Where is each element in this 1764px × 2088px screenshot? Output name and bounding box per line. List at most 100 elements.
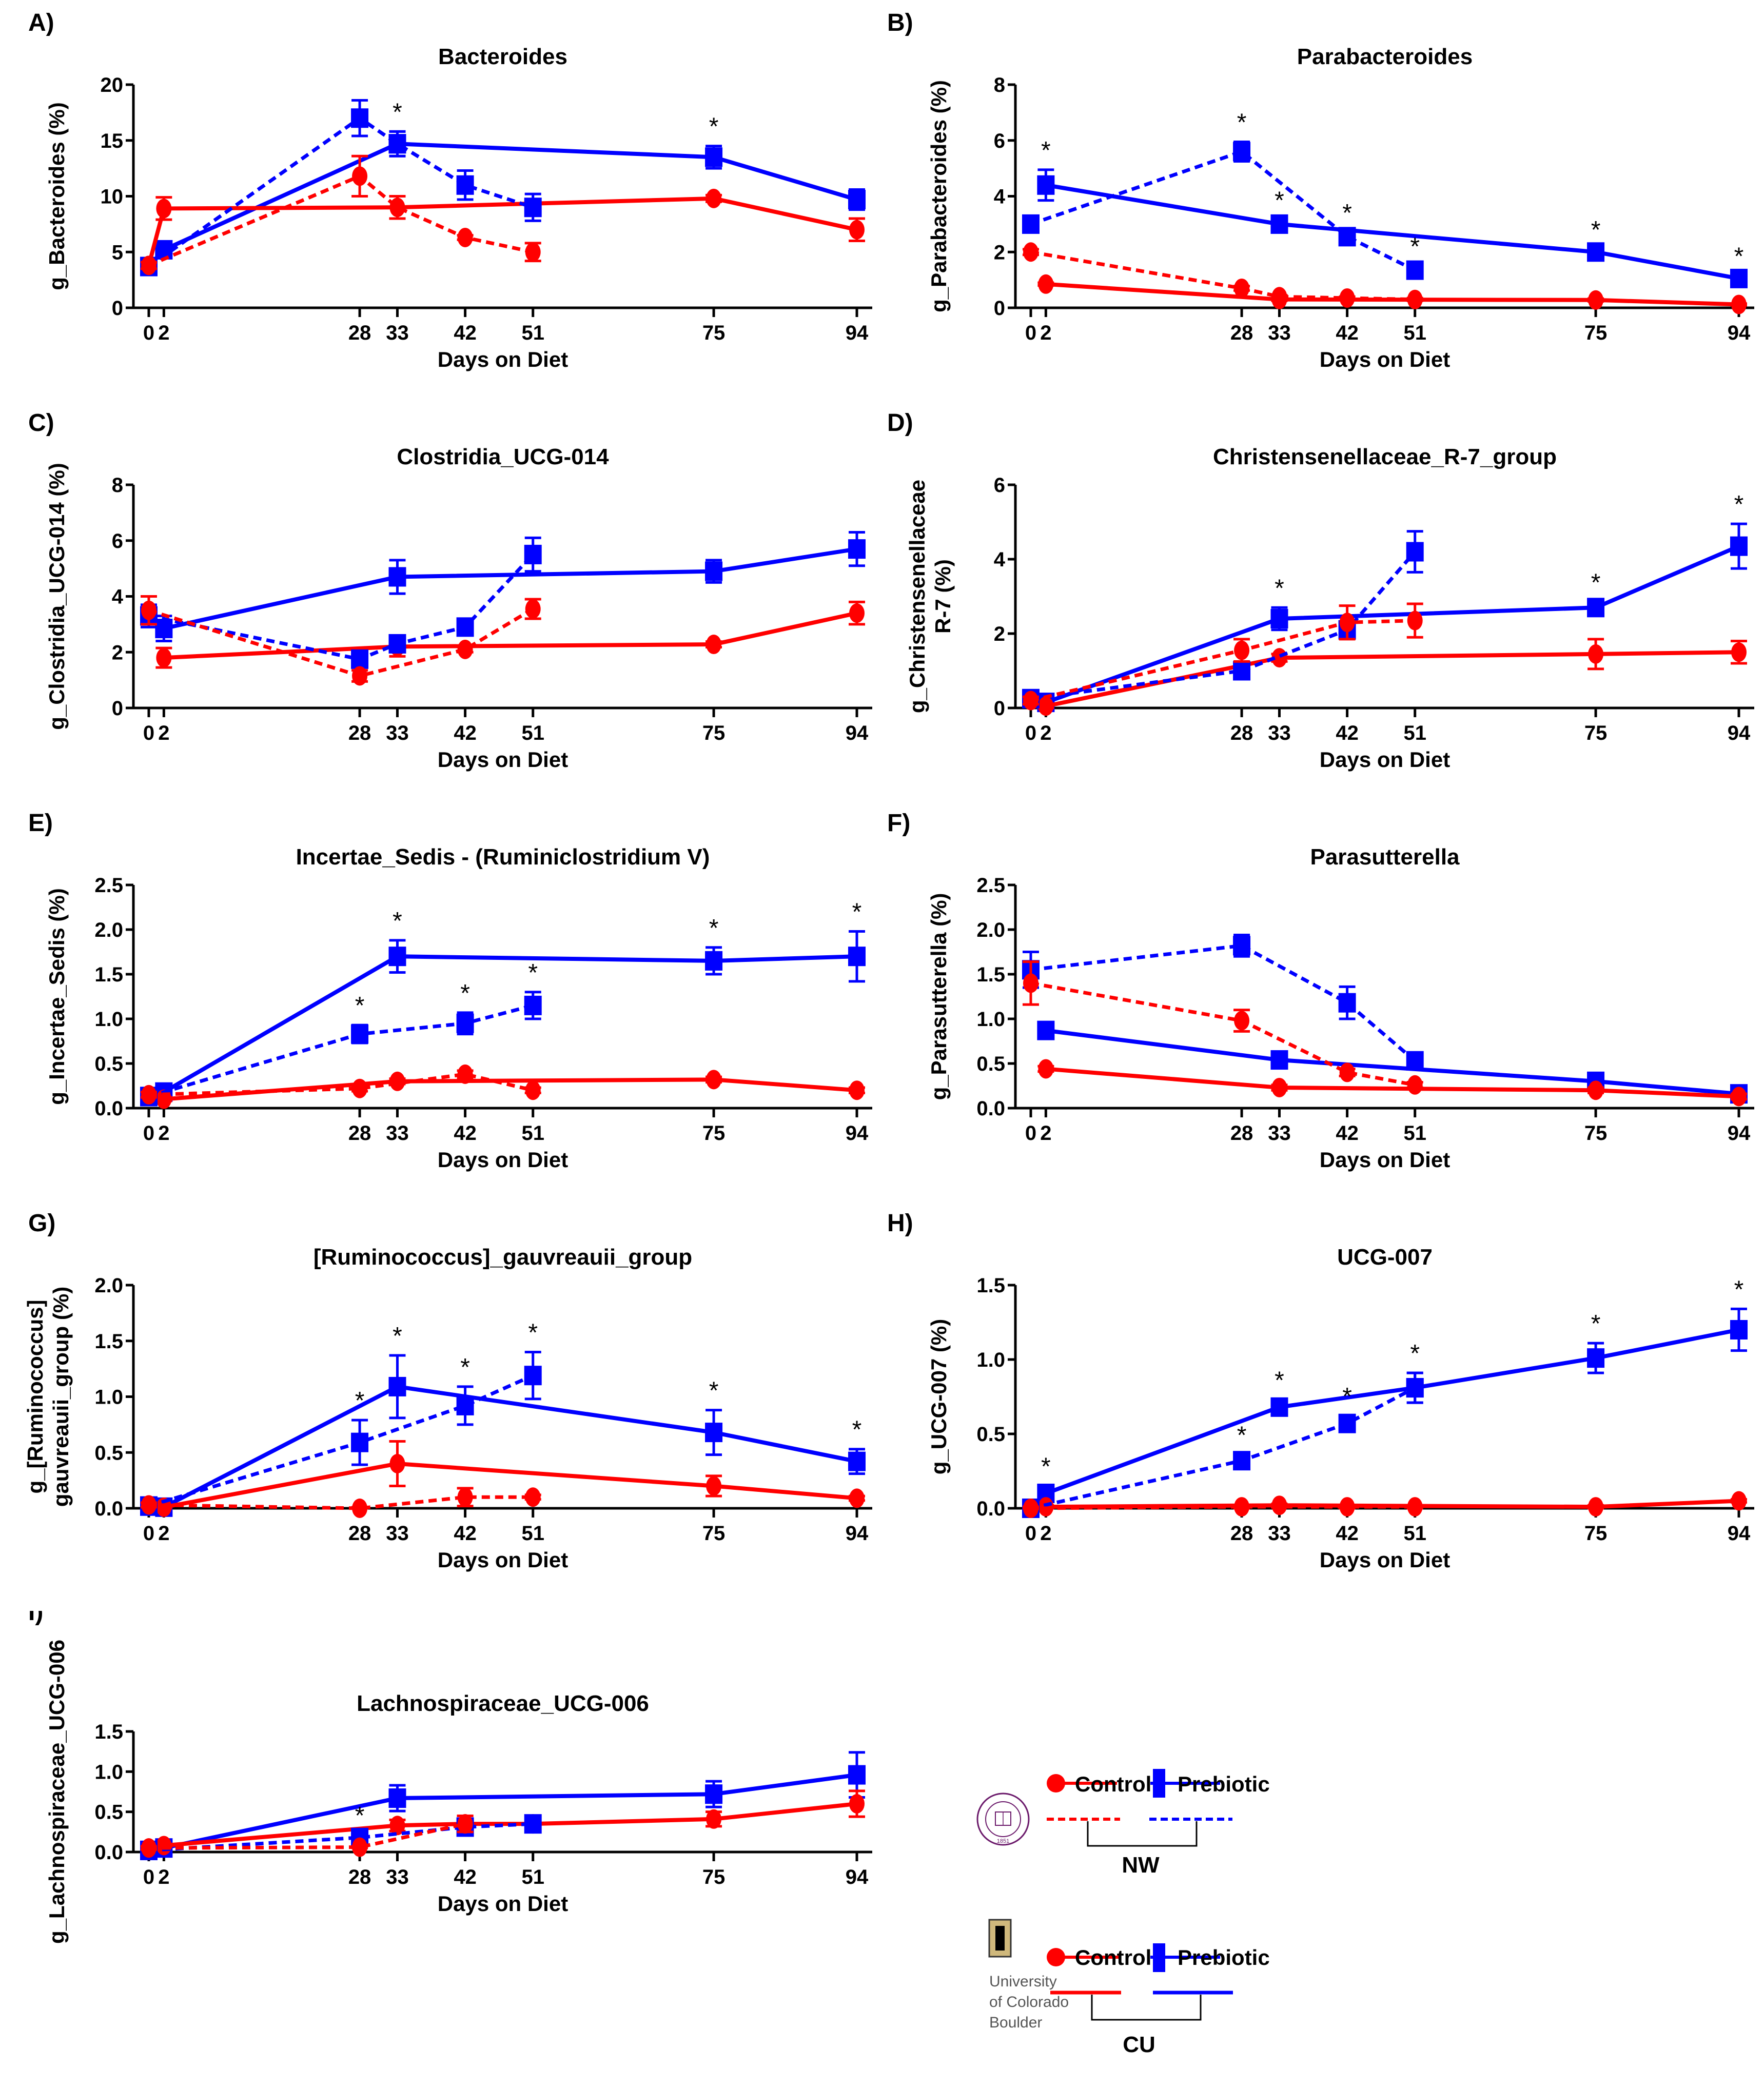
data-point [1587,598,1605,618]
x-tick-label: 75 [702,722,726,744]
chart-title: Parabacteroides [1297,44,1473,69]
data-point [389,1816,405,1836]
y-tick-label: 6 [994,130,1005,152]
chart-title: UCG-007 [1337,1245,1433,1270]
series-line [1029,1328,1739,1510]
nw-group-label: NW [1122,1853,1160,1878]
x-tick-label: 51 [521,322,544,344]
series-line [1046,282,1739,307]
significance-asterisk: * [1342,200,1352,227]
series-line [148,1822,466,1850]
series-line [148,1077,857,1101]
data-point [1037,1020,1055,1040]
y-tick-label: 0 [112,297,123,320]
panel-d: D) Christensenellaceae_R-7_group g_Christe… [882,400,1764,800]
data-point [1233,142,1251,162]
series-line [1030,619,1415,702]
significance-asterisk: * [1591,216,1601,244]
series-nw-prebiotic [140,1351,542,1516]
cu-logo-text-1: University [989,1973,1057,1990]
x-tick-label: 28 [348,1866,371,1888]
data-point [1588,1080,1604,1100]
chart-title: Clostridia_UCG-014 [397,444,609,469]
series-line [1030,1505,1415,1510]
data-point [1233,1451,1251,1471]
data-point [456,1395,474,1415]
data-point [706,1809,722,1829]
data-point [457,227,473,247]
y-axis-label: g_UCG-007 (%) [927,1319,951,1474]
data-point [141,255,156,275]
x-tick-label: 42 [454,1522,477,1545]
significance-asterisk: * [1591,569,1601,596]
x-tick-label: 51 [521,722,544,744]
x-tick-label: 0 [143,1866,154,1888]
series-line [148,1461,857,1509]
significance-asterisk: * [1591,1310,1601,1337]
series-nw-control [141,1814,474,1858]
x-tick-label: 0 [143,322,154,344]
data-point [1023,973,1038,993]
x-tick-label: 42 [454,722,477,744]
data-point [351,649,369,669]
data-point [1338,993,1356,1013]
series-line [148,607,534,678]
significance-asterisk: * [355,1387,365,1414]
data-point [705,147,723,167]
data-point [1023,242,1038,262]
data-point [1338,1413,1356,1433]
y-axis-label: g_Bacteroides (%) [45,102,69,290]
chart-title: Incertae_Sedis - (Ruminiclostridium V) [296,844,710,870]
series-nw-prebiotic [1022,933,1424,1071]
x-tick-label: 51 [521,1122,544,1145]
panel-g: G) [Ruminococcus]_gauvreauii_group g_[Rumi… [0,1200,882,1601]
series-cu-control [1037,1059,1747,1107]
data-point [1234,640,1250,660]
data-point [1406,260,1424,280]
significance-asterisk: * [1734,491,1744,518]
data-point [1234,1497,1250,1517]
y-tick-label: 1.5 [94,1330,123,1353]
y-tick-label: 1.5 [94,963,123,986]
series-line [1030,550,1417,701]
nw-bracket [1087,1821,1198,1847]
x-tick-label: 94 [846,1122,869,1145]
nw-control-marker-icon [1047,1774,1065,1792]
y-tick-label: 1.0 [976,1008,1005,1031]
data-point [388,634,406,654]
x-tick-label: 94 [846,322,869,344]
y-tick-label: 1.5 [976,1274,1005,1297]
chart-title: [Ruminococcus]_gauvreauii_group [313,1245,692,1270]
significance-asterisk: * [1041,137,1051,164]
x-tick-label: 75 [1584,322,1608,344]
data-point [1407,610,1423,631]
x-tick-label: 51 [1403,322,1426,344]
significance-asterisk: * [355,992,365,1019]
y-axis-label-line: g_Clostridia_UCG-014 (%) [45,463,69,730]
y-axis-label-line: gauvreauii_group (%) [49,1287,73,1507]
data-point [457,1487,473,1507]
data-point [388,947,406,967]
chart-svg: G) [Ruminococcus]_gauvreauii_group g_[Rumi… [23,1210,872,1572]
y-tick-label: 20 [101,74,124,96]
data-point [1038,274,1054,294]
panel-h: H) UCG-007 g_UCG-007 (%) 0.0 0.5 1.0 1.5 0 2 28 33… [882,1200,1764,1601]
data-point [524,1814,542,1834]
y-tick-label: 0 [112,697,123,720]
nw-prebiotic-label: Prebiotic [1178,1772,1270,1796]
data-point [525,242,541,262]
series-nw-control [141,595,541,686]
y-tick-label: 2.0 [94,919,123,941]
significance-asterisk: * [709,915,719,942]
y-tick-label: 1.0 [976,1349,1005,1371]
cu-control-label: Control [1075,1945,1151,1969]
series-line [1030,544,1740,705]
cu-prebiotic-marker-icon [1153,1943,1165,1972]
y-tick-label: 0.0 [94,1498,123,1520]
y-tick-label: 4 [112,586,124,608]
data-point [156,1497,172,1517]
y-tick-label: 2 [112,641,123,664]
data-point [456,1013,474,1033]
x-tick-label: 2 [158,1122,169,1145]
legend-cu: Control Prebiotic CU [1047,1943,1270,2057]
